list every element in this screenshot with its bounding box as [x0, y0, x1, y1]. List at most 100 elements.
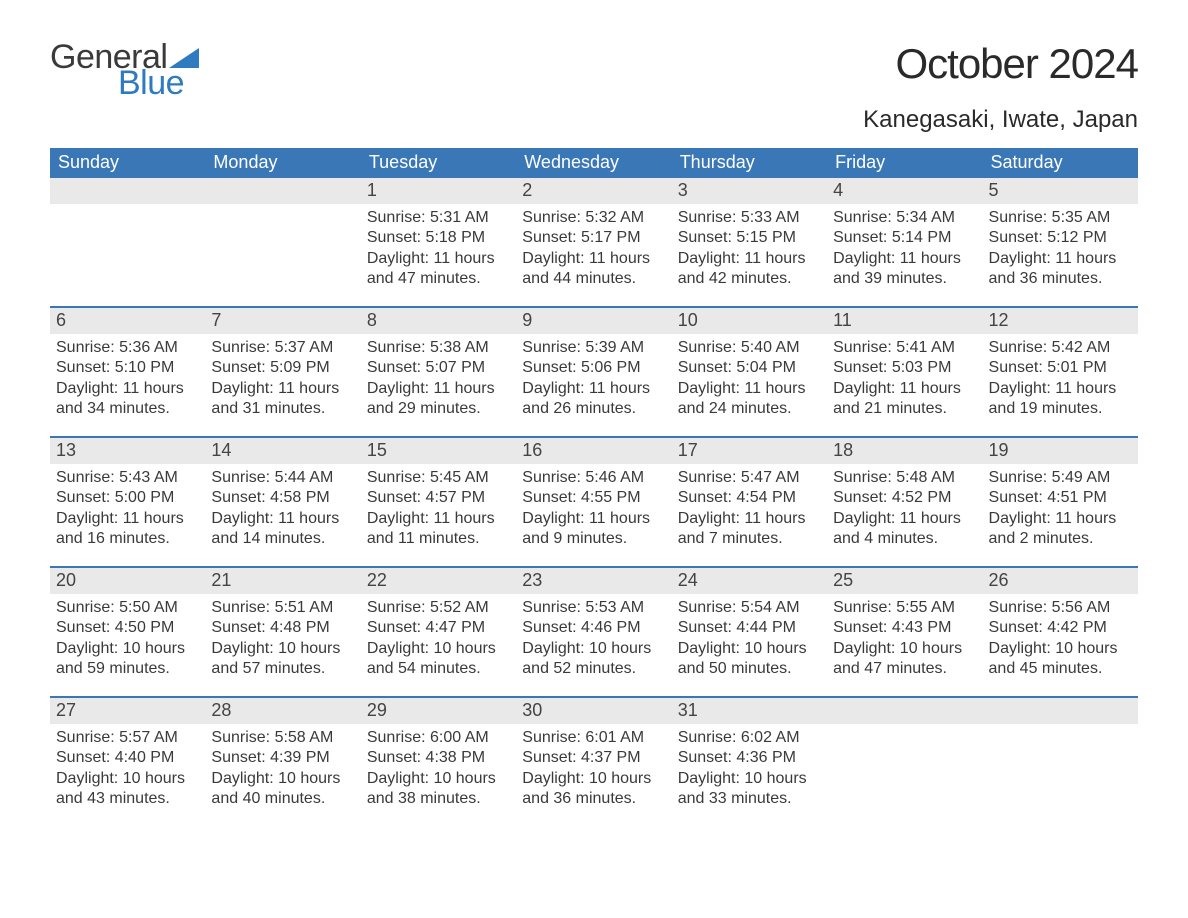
day-body: [205, 204, 360, 214]
day-cell: 9Sunrise: 5:39 AMSunset: 5:06 PMDaylight…: [516, 308, 671, 436]
sunrise: Sunrise: 5:38 AM: [367, 338, 510, 358]
daylight-line1: Daylight: 10 hours: [56, 769, 199, 789]
day-cell: 11Sunrise: 5:41 AMSunset: 5:03 PMDayligh…: [827, 308, 982, 436]
sunset: Sunset: 4:51 PM: [989, 488, 1132, 508]
sunset: Sunset: 4:54 PM: [678, 488, 821, 508]
sunset: Sunset: 4:42 PM: [989, 618, 1132, 638]
sunset: Sunset: 4:37 PM: [522, 748, 665, 768]
day-number: 20: [50, 568, 205, 594]
day-number: 27: [50, 698, 205, 724]
sunrise: Sunrise: 5:51 AM: [211, 598, 354, 618]
day-body: Sunrise: 5:58 AMSunset: 4:39 PMDaylight:…: [205, 724, 360, 816]
sunset: Sunset: 4:52 PM: [833, 488, 976, 508]
daylight-line2: and 44 minutes.: [522, 269, 665, 289]
day-body: Sunrise: 5:37 AMSunset: 5:09 PMDaylight:…: [205, 334, 360, 426]
day-cell: 12Sunrise: 5:42 AMSunset: 5:01 PMDayligh…: [983, 308, 1138, 436]
daylight-line2: and 57 minutes.: [211, 659, 354, 679]
daylight-line2: and 21 minutes.: [833, 399, 976, 419]
day-number: 16: [516, 438, 671, 464]
week-row: 20Sunrise: 5:50 AMSunset: 4:50 PMDayligh…: [50, 566, 1138, 696]
daylight-line2: and 19 minutes.: [989, 399, 1132, 419]
daylight-line1: Daylight: 10 hours: [989, 639, 1132, 659]
daylight-line2: and 43 minutes.: [56, 789, 199, 809]
day-body: Sunrise: 5:42 AMSunset: 5:01 PMDaylight:…: [983, 334, 1138, 426]
day-body: Sunrise: 6:01 AMSunset: 4:37 PMDaylight:…: [516, 724, 671, 816]
day-body: Sunrise: 5:51 AMSunset: 4:48 PMDaylight:…: [205, 594, 360, 686]
day-number: [50, 178, 205, 204]
day-cell: 17Sunrise: 5:47 AMSunset: 4:54 PMDayligh…: [672, 438, 827, 566]
day-cell: 26Sunrise: 5:56 AMSunset: 4:42 PMDayligh…: [983, 568, 1138, 696]
daylight-line2: and 14 minutes.: [211, 529, 354, 549]
sunset: Sunset: 4:50 PM: [56, 618, 199, 638]
daylight-line1: Daylight: 11 hours: [678, 379, 821, 399]
sunset: Sunset: 4:57 PM: [367, 488, 510, 508]
week-row: 6Sunrise: 5:36 AMSunset: 5:10 PMDaylight…: [50, 306, 1138, 436]
day-cell: 21Sunrise: 5:51 AMSunset: 4:48 PMDayligh…: [205, 568, 360, 696]
daylight-line1: Daylight: 10 hours: [678, 769, 821, 789]
sunset: Sunset: 5:09 PM: [211, 358, 354, 378]
weekday-saturday: Saturday: [983, 148, 1138, 178]
sunrise: Sunrise: 5:36 AM: [56, 338, 199, 358]
sunrise: Sunrise: 5:39 AM: [522, 338, 665, 358]
day-body: Sunrise: 5:34 AMSunset: 5:14 PMDaylight:…: [827, 204, 982, 296]
daylight-line1: Daylight: 11 hours: [989, 509, 1132, 529]
daylight-line1: Daylight: 11 hours: [522, 379, 665, 399]
day-cell: 19Sunrise: 5:49 AMSunset: 4:51 PMDayligh…: [983, 438, 1138, 566]
day-cell: 18Sunrise: 5:48 AMSunset: 4:52 PMDayligh…: [827, 438, 982, 566]
weekday-thursday: Thursday: [672, 148, 827, 178]
week-row: 1Sunrise: 5:31 AMSunset: 5:18 PMDaylight…: [50, 178, 1138, 306]
day-number: 31: [672, 698, 827, 724]
daylight-line1: Daylight: 11 hours: [211, 509, 354, 529]
sunset: Sunset: 5:00 PM: [56, 488, 199, 508]
sunset: Sunset: 5:15 PM: [678, 228, 821, 248]
day-number: 11: [827, 308, 982, 334]
sunrise: Sunrise: 6:00 AM: [367, 728, 510, 748]
day-body: Sunrise: 5:54 AMSunset: 4:44 PMDaylight:…: [672, 594, 827, 686]
sunset: Sunset: 5:01 PM: [989, 358, 1132, 378]
sunrise: Sunrise: 6:02 AM: [678, 728, 821, 748]
sunset: Sunset: 5:12 PM: [989, 228, 1132, 248]
day-cell: 28Sunrise: 5:58 AMSunset: 4:39 PMDayligh…: [205, 698, 360, 826]
daylight-line2: and 31 minutes.: [211, 399, 354, 419]
sunset: Sunset: 5:18 PM: [367, 228, 510, 248]
daylight-line2: and 4 minutes.: [833, 529, 976, 549]
daylight-line1: Daylight: 11 hours: [211, 379, 354, 399]
sunrise: Sunrise: 5:42 AM: [989, 338, 1132, 358]
sunrise: Sunrise: 5:52 AM: [367, 598, 510, 618]
day-body: Sunrise: 5:50 AMSunset: 4:50 PMDaylight:…: [50, 594, 205, 686]
sunrise: Sunrise: 5:33 AM: [678, 208, 821, 228]
day-number: 3: [672, 178, 827, 204]
daylight-line2: and 45 minutes.: [989, 659, 1132, 679]
location: Kanegasaki, Iwate, Japan: [863, 106, 1138, 134]
week-row: 27Sunrise: 5:57 AMSunset: 4:40 PMDayligh…: [50, 696, 1138, 826]
day-cell: 20Sunrise: 5:50 AMSunset: 4:50 PMDayligh…: [50, 568, 205, 696]
sunrise: Sunrise: 5:45 AM: [367, 468, 510, 488]
day-body: Sunrise: 5:45 AMSunset: 4:57 PMDaylight:…: [361, 464, 516, 556]
day-number: 12: [983, 308, 1138, 334]
day-cell: [205, 178, 360, 306]
daylight-line1: Daylight: 10 hours: [678, 639, 821, 659]
sunrise: Sunrise: 5:47 AM: [678, 468, 821, 488]
sunrise: Sunrise: 5:58 AM: [211, 728, 354, 748]
day-number: 1: [361, 178, 516, 204]
day-body: Sunrise: 5:40 AMSunset: 5:04 PMDaylight:…: [672, 334, 827, 426]
day-body: [983, 724, 1138, 734]
daylight-line2: and 38 minutes.: [367, 789, 510, 809]
weekday-friday: Friday: [827, 148, 982, 178]
day-body: Sunrise: 5:41 AMSunset: 5:03 PMDaylight:…: [827, 334, 982, 426]
sunset: Sunset: 5:10 PM: [56, 358, 199, 378]
day-body: Sunrise: 5:35 AMSunset: 5:12 PMDaylight:…: [983, 204, 1138, 296]
month-title: October 2024: [863, 40, 1138, 88]
daylight-line1: Daylight: 11 hours: [989, 379, 1132, 399]
day-cell: [827, 698, 982, 826]
day-body: Sunrise: 5:31 AMSunset: 5:18 PMDaylight:…: [361, 204, 516, 296]
day-body: Sunrise: 5:47 AMSunset: 4:54 PMDaylight:…: [672, 464, 827, 556]
day-number: 25: [827, 568, 982, 594]
weekday-tuesday: Tuesday: [361, 148, 516, 178]
day-cell: 23Sunrise: 5:53 AMSunset: 4:46 PMDayligh…: [516, 568, 671, 696]
daylight-line2: and 52 minutes.: [522, 659, 665, 679]
sunrise: Sunrise: 5:57 AM: [56, 728, 199, 748]
sunset: Sunset: 5:17 PM: [522, 228, 665, 248]
daylight-line1: Daylight: 11 hours: [56, 379, 199, 399]
daylight-line2: and 33 minutes.: [678, 789, 821, 809]
